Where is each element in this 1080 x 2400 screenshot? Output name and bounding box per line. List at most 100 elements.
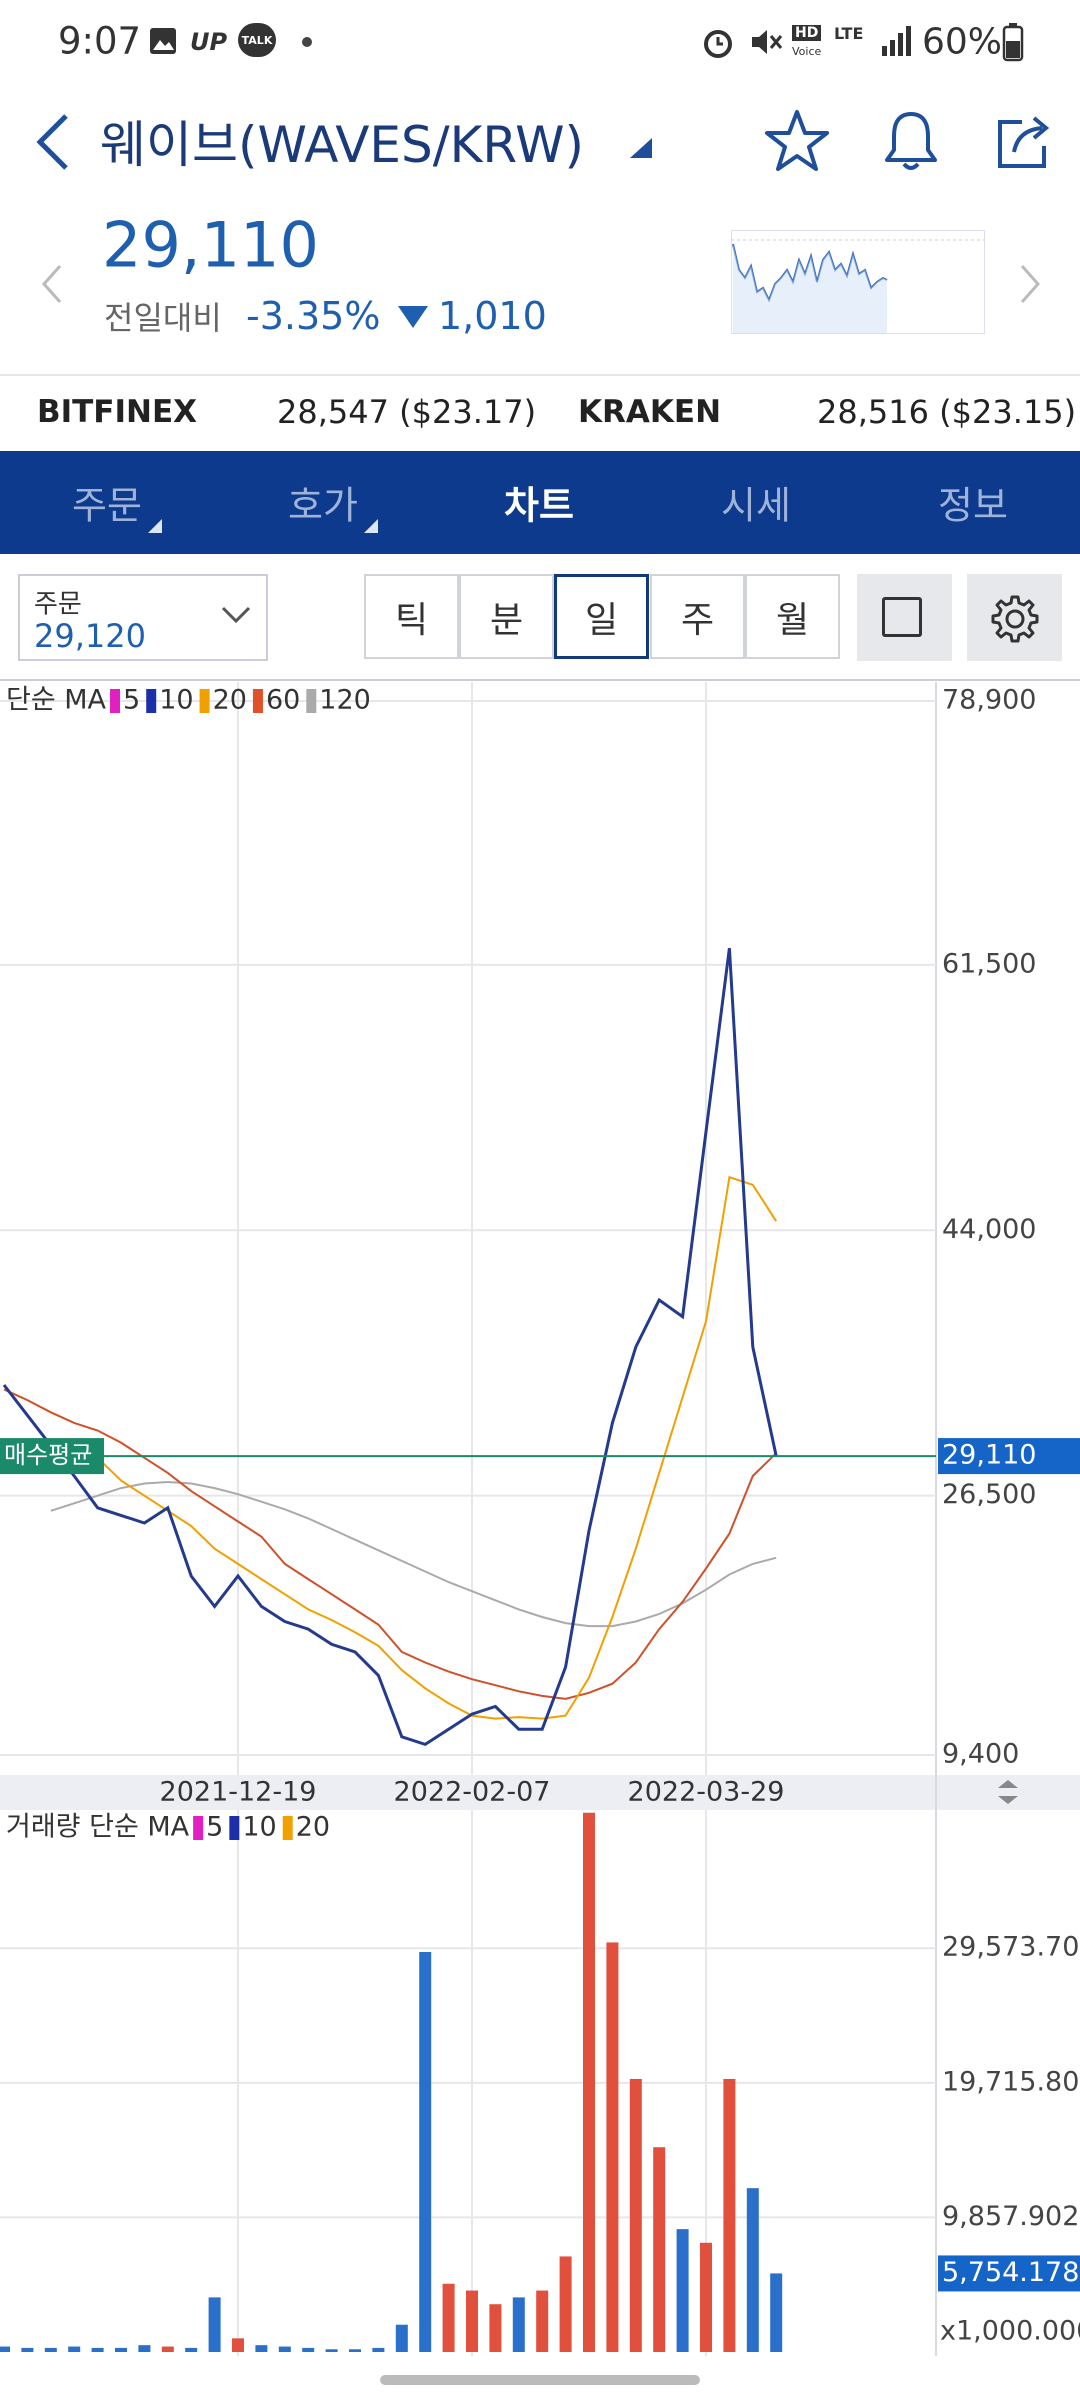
talk-icon: TALK (238, 23, 276, 57)
ma-line (50, 1480, 777, 1628)
order-select[interactable] (18, 574, 268, 661)
hd-icon: HD (792, 25, 822, 41)
x-tick-label: 2021-12-19 (160, 1777, 317, 1808)
volume-bar (583, 1812, 595, 2352)
period-button[interactable]: 분 (459, 574, 554, 659)
tab[interactable]: 정보 (938, 483, 1008, 528)
volume-bar (746, 2188, 759, 2352)
tab-active[interactable]: 차트 (504, 483, 574, 528)
title-dropdown[interactable] (628, 136, 654, 160)
volume-bar (115, 2347, 127, 2352)
nav-pill (380, 2375, 700, 2385)
up-icon: UP (190, 28, 228, 56)
price-line (2, 948, 778, 1747)
y-tick-label: 19,715.804 (942, 2066, 1080, 2097)
volume-bar (466, 2290, 478, 2352)
alarm-icon (704, 30, 732, 58)
market-title[interactable]: 웨이브(WAVES/KRW) (100, 116, 585, 174)
y-tick-label: 9,400 (942, 1739, 1019, 1770)
legend-label: 5 (206, 1812, 223, 1843)
exchange-price: 28,547 ($23.17) (277, 393, 537, 431)
legend-swatch (146, 689, 157, 713)
volume-bar (255, 2345, 268, 2352)
current-price-label: 29,110 (942, 1440, 1036, 1471)
gallery-icon (150, 28, 176, 54)
mute-icon (752, 30, 783, 54)
favorite-button[interactable] (764, 108, 830, 174)
period-button[interactable]: 주 (650, 574, 745, 659)
legend-label: 10 (159, 685, 193, 716)
down-triangle (398, 306, 428, 328)
legend-label: 5 (123, 685, 140, 716)
draw-button[interactable] (857, 574, 952, 661)
volume-bar (185, 2347, 198, 2352)
legend-swatch (252, 689, 263, 713)
prev-button[interactable] (38, 262, 66, 306)
tab[interactable]: 호가 (288, 483, 358, 528)
voice-text: Voice (792, 45, 822, 58)
order-label: 주문 (34, 589, 82, 620)
legend-swatch (110, 689, 121, 713)
change-percent: -3.35% (246, 294, 381, 338)
volume-bar (489, 2304, 502, 2352)
square-icon (882, 597, 922, 637)
volume-bar (442, 2283, 455, 2352)
volume-bar (278, 2346, 291, 2352)
lte-text: LTE (834, 24, 864, 43)
volume-bar (0, 2346, 10, 2352)
unit-label: x1,000.000 (940, 2316, 1080, 2347)
volume-bar (302, 2347, 315, 2352)
period-button-active[interactable]: 일 (554, 574, 649, 659)
x-tick-label: 2022-02-07 (394, 1777, 551, 1808)
y-tick-label: 26,500 (942, 1479, 1036, 1510)
volume-bar (770, 2273, 783, 2352)
exchange-name: KRAKEN (578, 394, 722, 430)
volume-bar (512, 2297, 525, 2352)
reference-tag (0, 1438, 104, 1475)
tab-corner (148, 519, 162, 533)
current-price: 29,110 (102, 208, 319, 282)
legend-title: 거래량 단순 MA (6, 1812, 190, 1843)
volume-bar (372, 2347, 385, 2352)
tab[interactable]: 주문 (72, 483, 142, 528)
volume-bar (559, 2256, 572, 2352)
volume-bar (138, 2345, 151, 2352)
divider (0, 679, 1080, 681)
volume-bar (325, 2349, 338, 2352)
compare-label: 전일대비 (104, 299, 222, 337)
date-strip (0, 1775, 1080, 1810)
alert-button[interactable] (880, 108, 942, 174)
sparkline (731, 230, 985, 334)
volume-bar (161, 2346, 174, 2352)
y-tick-label: 9,857.902 (942, 2201, 1079, 2232)
share-button[interactable] (992, 108, 1058, 174)
legend-swatch (229, 1816, 240, 1840)
volume-bar (700, 2242, 712, 2352)
resize-handle[interactable] (998, 1780, 1018, 1804)
gear-icon (991, 595, 1039, 643)
dot (302, 37, 312, 47)
order-price: 29,120 (34, 617, 146, 655)
back-button[interactable] (30, 110, 76, 174)
next-button[interactable] (1016, 262, 1044, 306)
change-amount: 1,010 (438, 294, 547, 338)
period-button[interactable]: 틱 (364, 574, 459, 659)
divider (0, 374, 1080, 376)
battery-icon (1002, 23, 1024, 62)
legend-label: 20 (296, 1812, 330, 1843)
settings-button[interactable] (967, 574, 1062, 661)
volume-bar (232, 2338, 244, 2352)
tab-corner (364, 519, 378, 533)
legend-label: 20 (213, 685, 247, 716)
period-button[interactable]: 월 (745, 574, 840, 659)
legend-title: 단순 MA (6, 685, 107, 716)
ma-line (3, 1388, 777, 1700)
tab[interactable]: 시세 (721, 483, 791, 528)
legend-swatch (306, 689, 317, 713)
legend-swatch (199, 689, 210, 713)
tab-bar: 주문 호가 차트 시세 정보 (0, 451, 1080, 554)
status-time: 9:07 (58, 19, 142, 63)
exchange-name: BITFINEX (37, 394, 198, 430)
x-tick-label: 2022-03-29 (628, 1777, 785, 1808)
